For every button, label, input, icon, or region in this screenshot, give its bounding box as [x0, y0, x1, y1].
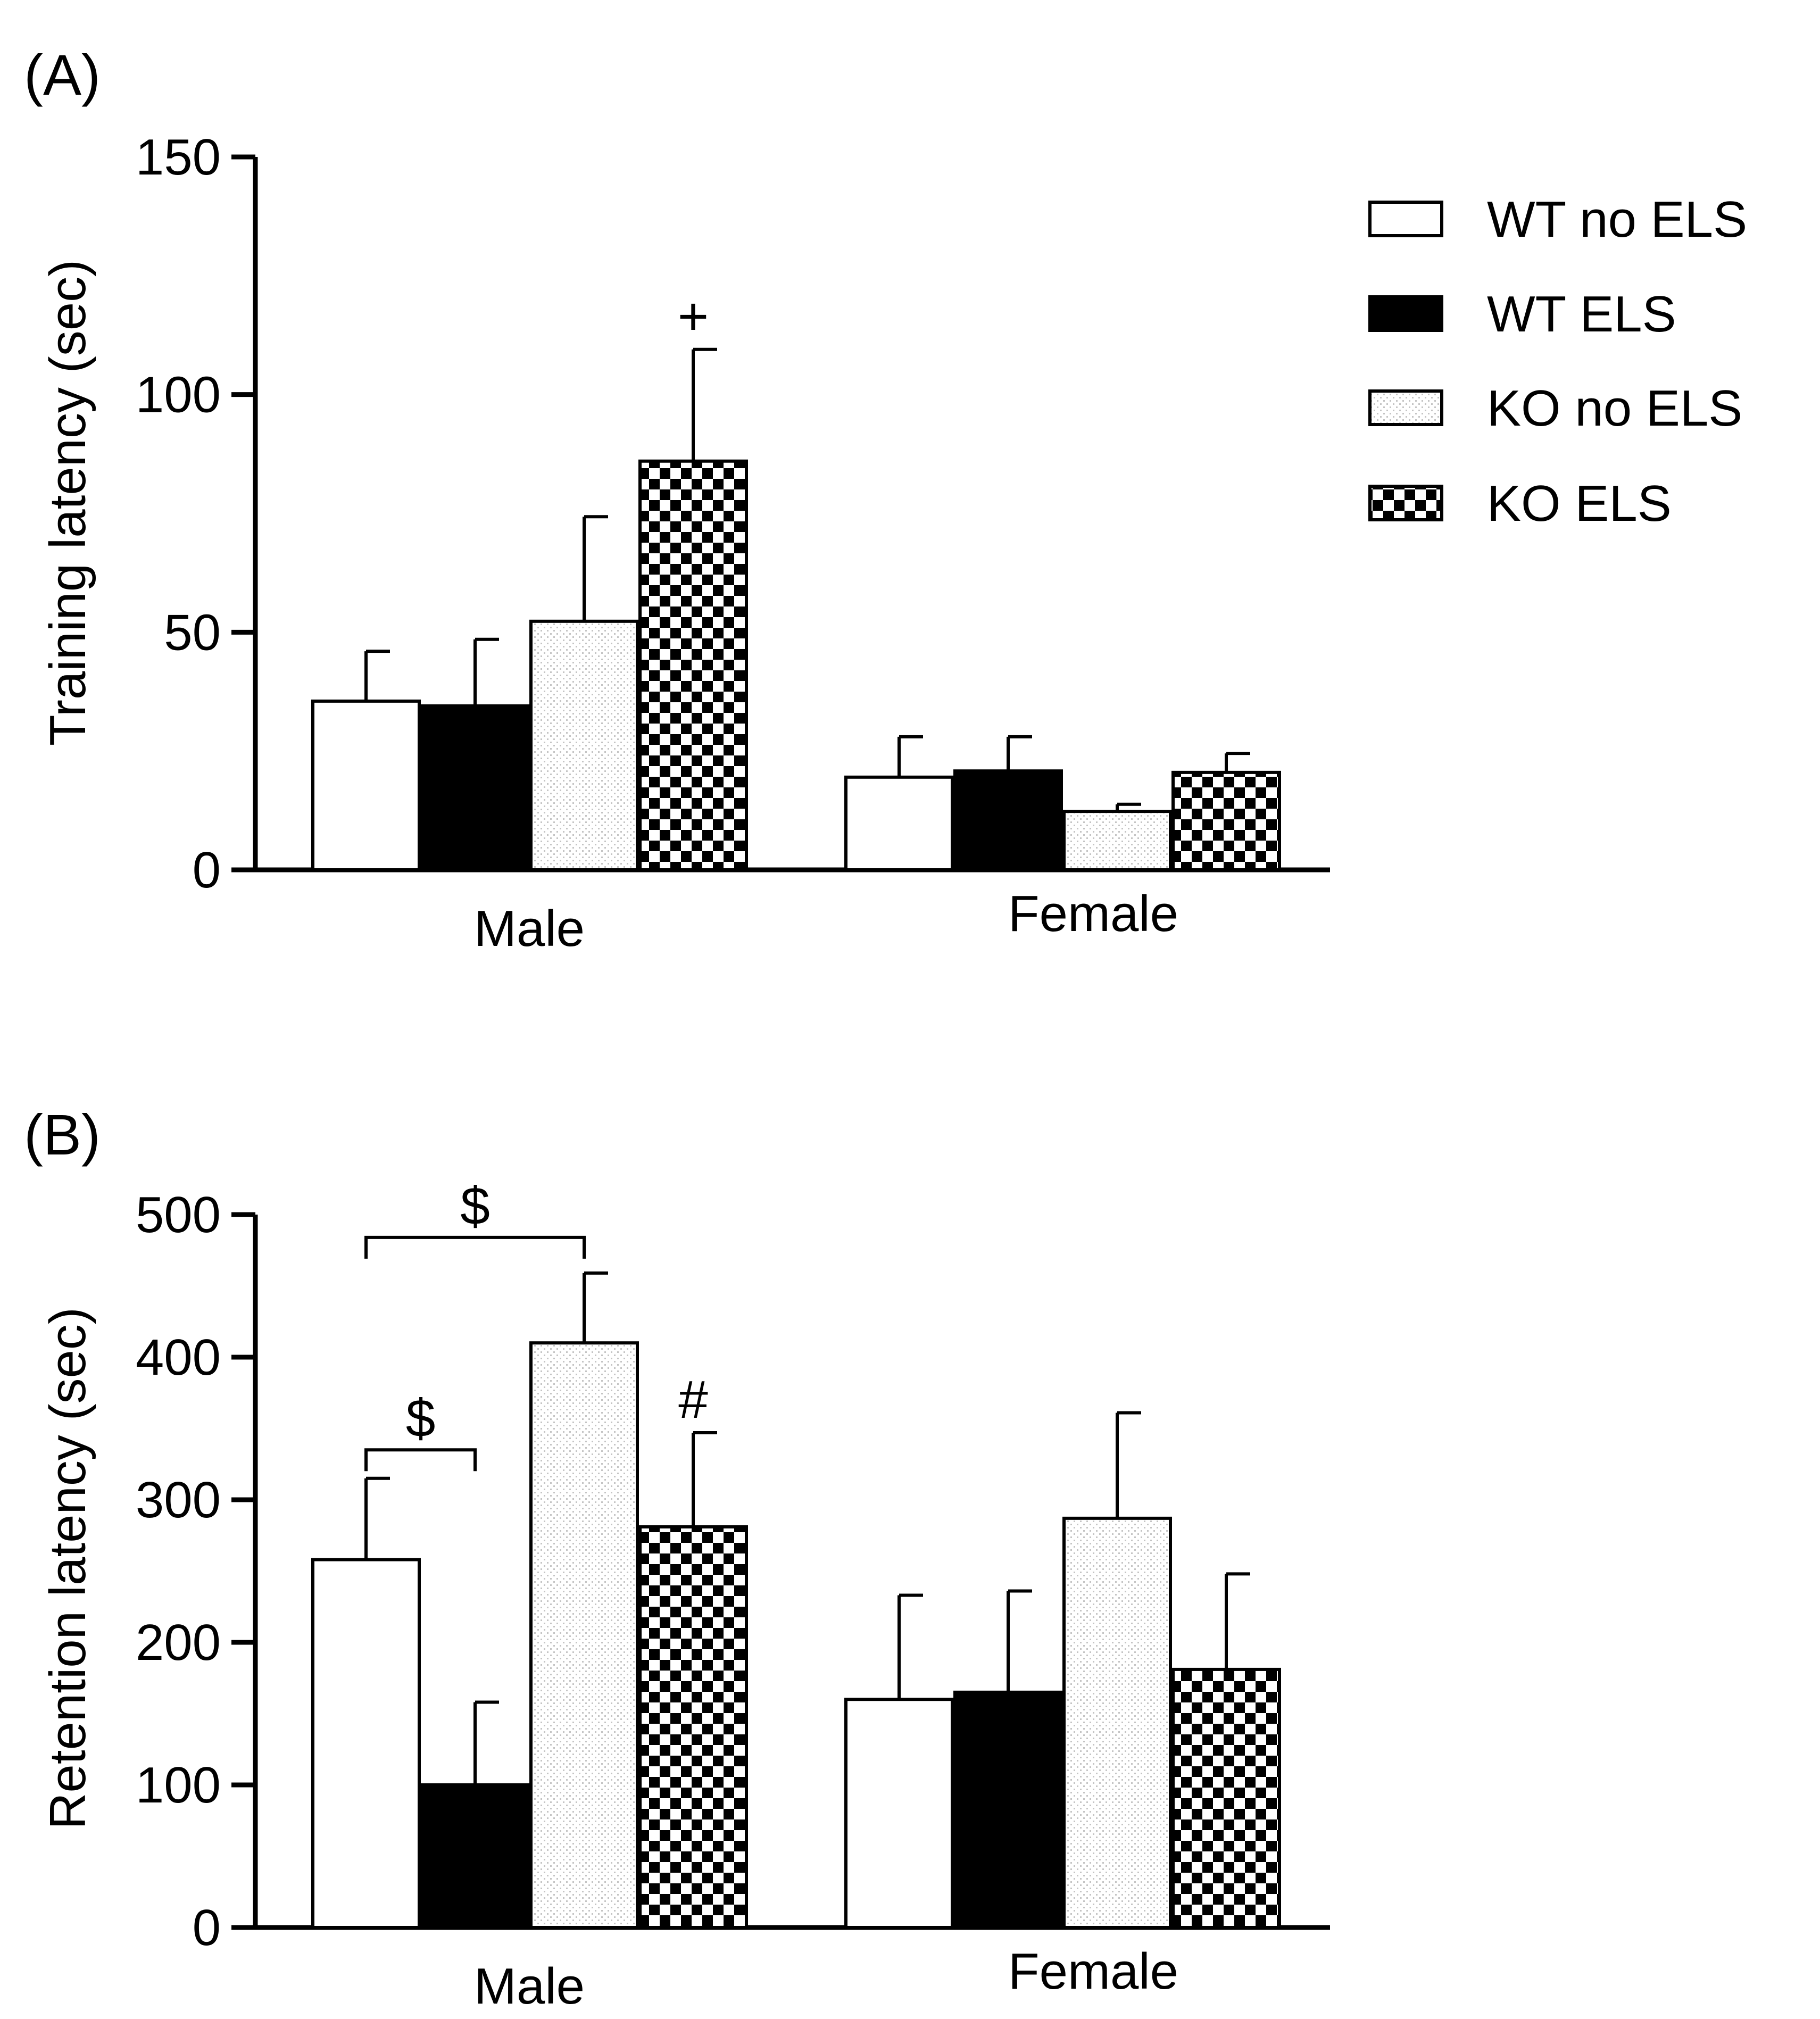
panel-b: (B) Retention latency (sec) 0 100 200 300 40…	[24, 1102, 1330, 2015]
panel-a-bar-male-ko-els	[638, 459, 748, 871]
panel-b-ytick-label-0: 0	[193, 1899, 221, 1956]
legend-label-ko-no-els: KO no ELS	[1487, 380, 1742, 437]
panel-a-bar-male-wt-no-els	[311, 699, 421, 872]
panel-b-ytick-label-100: 100	[136, 1757, 221, 1814]
panel-b-bar-male-ko-els	[638, 1525, 748, 1929]
panel-a-bar-female-wt-no-els	[844, 775, 954, 872]
panel-b-bar-male-wt-els	[420, 1783, 530, 1929]
panel-b-category-label-male: Male	[474, 1958, 585, 2015]
panel-b-bracket-0	[364, 1448, 477, 1472]
panel-a-ylabel: Training latency (sec)	[39, 260, 96, 746]
panel-b-label: (B)	[24, 1102, 101, 1167]
legend-swatch-ko-els	[1368, 485, 1443, 521]
panel-a-bar-male-ko-no-els	[529, 619, 639, 871]
panel-a-ytick-label-150: 150	[136, 129, 221, 186]
panel-a-bar-male-wt-els	[420, 704, 530, 872]
panel-b-bar-female-ko-els	[1171, 1667, 1281, 1929]
panel-b-bracket-label-0: $	[406, 1389, 436, 1448]
legend-label-ko-els: KO ELS	[1487, 475, 1672, 532]
panel-b-bar-male-wt-no-els	[311, 1558, 421, 1930]
legend-swatch-wt-els	[1368, 295, 1443, 332]
legend-swatch-ko-no-els	[1368, 389, 1443, 426]
panel-a-bar-female-wt-els	[953, 769, 1063, 871]
panel-a: (A) Training latency (sec) 0 50 100 150 + M…	[24, 43, 1330, 957]
panel-b-bracket-1	[364, 1235, 586, 1259]
legend-item-wt-no-els: WT no ELS	[1368, 191, 1747, 248]
panel-a-ytick-label-50: 50	[164, 604, 221, 661]
panel-a-bar-female-ko-no-els	[1062, 810, 1172, 871]
legend: WT no ELS WT ELS KO no ELS KO ELS	[1368, 191, 1747, 532]
panel-b-ytick-label-500: 500	[136, 1186, 221, 1243]
panel-a-annotation-0: +	[678, 287, 709, 346]
legend-item-ko-els: KO ELS	[1368, 475, 1672, 532]
legend-label-wt-no-els: WT no ELS	[1487, 191, 1747, 248]
panel-b-ytick-label-400: 400	[136, 1329, 221, 1386]
legend-item-wt-els: WT ELS	[1368, 286, 1676, 343]
panel-a-bar-female-ko-els	[1171, 770, 1281, 872]
panel-b-bracket-label-1: $	[460, 1176, 490, 1236]
panel-b-ylabel: Retention latency (sec)	[39, 1307, 96, 1830]
panel-a-ytick-label-0: 0	[193, 842, 221, 899]
panel-a-category-label-female: Female	[1008, 885, 1178, 942]
panel-b-annotation-0: #	[678, 1370, 708, 1430]
legend-swatch-wt-no-els	[1368, 201, 1443, 237]
panel-a-ytick-label-100: 100	[136, 367, 221, 423]
panel-b-bar-female-wt-els	[953, 1690, 1063, 1930]
legend-label-wt-els: WT ELS	[1487, 286, 1676, 343]
panel-b-ytick-label-200: 200	[136, 1614, 221, 1671]
panel-b-category-label-female: Female	[1008, 1943, 1178, 2000]
panel-b-bar-male-ko-no-els	[529, 1341, 639, 1929]
panel-a-label: (A)	[24, 43, 101, 107]
legend-item-ko-no-els: KO no ELS	[1368, 380, 1742, 437]
panel-b-bar-female-wt-no-els	[844, 1698, 954, 1929]
panel-a-category-label-male: Male	[474, 900, 585, 957]
panel-b-ytick-label-300: 300	[136, 1472, 221, 1528]
panel-b-bar-female-ko-no-els	[1062, 1516, 1172, 1930]
